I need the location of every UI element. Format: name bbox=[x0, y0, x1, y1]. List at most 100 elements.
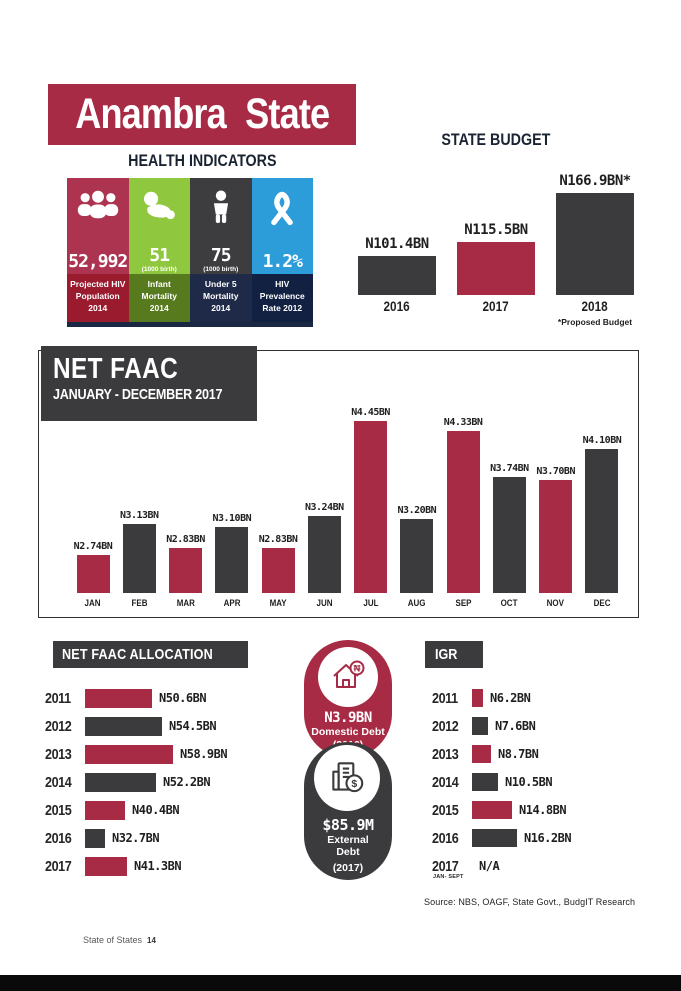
domestic-debt-label: Domestic Debt bbox=[311, 726, 385, 738]
faac-bar-group: N3.24BN JUN bbox=[305, 502, 344, 609]
faac-bar-group: N3.70BN NOV bbox=[536, 466, 575, 609]
igr-row: 2014 N10.5BN bbox=[432, 768, 672, 796]
faac-bar-group: N2.83BN MAY bbox=[259, 534, 298, 609]
faac-bar-value: N3.10BN bbox=[212, 513, 252, 524]
faac-month-label: OCT bbox=[500, 598, 518, 609]
tile-body: 51 (1000 birth) bbox=[128, 178, 190, 274]
igr-value: N6.2BN bbox=[490, 691, 531, 705]
faac-bar bbox=[446, 431, 480, 593]
faac-bar bbox=[261, 548, 295, 593]
budget-bar bbox=[358, 256, 436, 295]
budget-bar-group: N101.4BN 2016 bbox=[352, 236, 442, 314]
faac-bar bbox=[307, 516, 341, 593]
net-faac-title: NET FAAC bbox=[53, 353, 179, 385]
footer-report-title: State of States bbox=[83, 935, 143, 945]
igr-bar bbox=[472, 829, 517, 847]
faac-bar-value: N3.70BN bbox=[536, 466, 575, 477]
health-tiles: 52,992 Projected HIV Population 2014 51 … bbox=[67, 178, 313, 327]
faac-bar-group: N3.10BN APR bbox=[212, 513, 252, 609]
faac-bar-value: N2.83BN bbox=[166, 534, 205, 545]
health-indicators-heading: HEALTH INDICATORS bbox=[127, 151, 277, 170]
faac-bar bbox=[492, 477, 526, 593]
tiles-base-strip bbox=[67, 322, 313, 327]
allocation-year: 2011 bbox=[45, 689, 71, 707]
budget-year-label: 2016 bbox=[383, 298, 411, 314]
net-faac-bars: N2.74BN JAN N3.13BN FEB N2.83BN MAR bbox=[73, 407, 622, 609]
tile-body: 1.2% bbox=[251, 178, 313, 274]
budget-bar-group: N166.9BN* 2018 *Proposed Budget bbox=[550, 173, 640, 327]
allocation-bar bbox=[85, 716, 162, 736]
tile-label: Infant Mortality 2014 bbox=[128, 274, 190, 327]
bottom-page-bar bbox=[0, 975, 681, 991]
igr-value: N10.5BN bbox=[505, 775, 553, 789]
net-faac-subtitle: JANUARY - DECEMBER 2017 bbox=[53, 386, 223, 403]
igr-year: 2017 bbox=[432, 857, 459, 875]
allocation-value: N54.5BN bbox=[169, 719, 217, 733]
allocation-row: 2017 N41.3BN bbox=[45, 852, 315, 880]
allocation-heading: NET FAAC ALLOCATION bbox=[53, 641, 248, 668]
faac-month-label: APR bbox=[223, 598, 241, 609]
faac-bar-group: N3.20BN AUG bbox=[397, 505, 437, 609]
faac-bar-group: N4.45BN JUL bbox=[351, 407, 390, 609]
net-faac-panel: NET FAAC JANUARY - DECEMBER 2017 N2.74BN… bbox=[38, 346, 639, 618]
tile-subvalue: (1000 birth) bbox=[141, 266, 177, 273]
tile-label: HIV Prevalence Rate 2012 bbox=[251, 274, 313, 327]
faac-bar bbox=[215, 527, 249, 593]
allocation-year: 2017 bbox=[45, 857, 72, 875]
state-budget-heading: STATE BUDGET bbox=[441, 130, 551, 149]
igr-row: 2015 N14.8BN bbox=[432, 796, 672, 824]
state-name: Anambra State bbox=[74, 90, 330, 138]
faac-month-label: NOV bbox=[547, 598, 565, 609]
tile-body: 75 (1000 birth) bbox=[190, 178, 252, 274]
allocation-year: 2015 bbox=[45, 801, 72, 819]
budget-note: *Proposed Budget bbox=[557, 317, 633, 327]
allocation-year: 2016 bbox=[45, 829, 72, 847]
faac-bar-value: N3.13BN bbox=[119, 510, 159, 521]
igr-heading: IGR bbox=[425, 641, 483, 668]
external-debt-amount: $85.9M bbox=[322, 816, 374, 834]
tile-label: Under 5 Mortality 2014 bbox=[190, 274, 252, 327]
igr-bar bbox=[472, 717, 488, 735]
domestic-debt-amount: N3.9BN bbox=[324, 710, 372, 726]
faac-month-label: JUL bbox=[363, 598, 379, 609]
igr-value: N8.7BN bbox=[498, 747, 539, 761]
budget-bar-value: N115.5BN bbox=[464, 222, 528, 238]
faac-bar-group: N3.74BN OCT bbox=[490, 463, 529, 609]
igr-bar bbox=[472, 773, 498, 791]
igr-row: 2013 N8.7BN bbox=[432, 740, 672, 768]
tile-hiv-population: 52,992 Projected HIV Population 2014 bbox=[67, 178, 129, 327]
igr-year: 2011 bbox=[432, 689, 458, 707]
allocation-row: 2011 N50.6BN bbox=[45, 684, 315, 712]
faac-month-label: DEC bbox=[593, 598, 611, 609]
budget-bar-value: N166.9BN* bbox=[559, 173, 631, 189]
igr-year: 2016 bbox=[432, 829, 459, 847]
source-note: Source: NBS, OAGF, State Govt., BudgIT R… bbox=[424, 897, 636, 907]
people-icon bbox=[77, 190, 118, 219]
igr-value: N/A bbox=[479, 859, 500, 873]
tile-label: Projected HIV Population 2014 bbox=[67, 274, 129, 327]
budget-year-label: 2017 bbox=[482, 298, 510, 314]
allocation-row: 2012 N54.5BN bbox=[45, 712, 315, 740]
faac-bar bbox=[400, 519, 434, 593]
allocation-bar bbox=[85, 800, 125, 820]
tile-value: 51 bbox=[149, 245, 170, 266]
footer-page-number: 14 bbox=[147, 936, 156, 945]
igr-row: 2017 JAN- SEPT N/A bbox=[432, 852, 672, 880]
faac-bar-value: N4.45BN bbox=[351, 407, 390, 418]
building-dollar-icon: $ bbox=[332, 762, 364, 793]
faac-month-label: AUG bbox=[407, 598, 426, 609]
tile-value: 52,992 bbox=[68, 251, 128, 272]
net-faac-header: NET FAAC JANUARY - DECEMBER 2017 bbox=[41, 346, 257, 421]
faac-bar bbox=[539, 480, 573, 593]
allocation-row: 2013 N58.9BN bbox=[45, 740, 315, 768]
allocation-row: 2014 N52.2BN bbox=[45, 768, 315, 796]
faac-bar-value: N2.74BN bbox=[73, 541, 113, 552]
faac-bar-value: N3.20BN bbox=[397, 505, 437, 516]
igr-row: 2011 N6.2BN bbox=[432, 684, 672, 712]
allocation-value: N50.6BN bbox=[159, 691, 207, 705]
igr-bar bbox=[472, 689, 483, 707]
tile-value: 1.2% bbox=[262, 251, 303, 272]
igr-bar bbox=[472, 745, 491, 763]
budget-bar bbox=[457, 242, 535, 295]
